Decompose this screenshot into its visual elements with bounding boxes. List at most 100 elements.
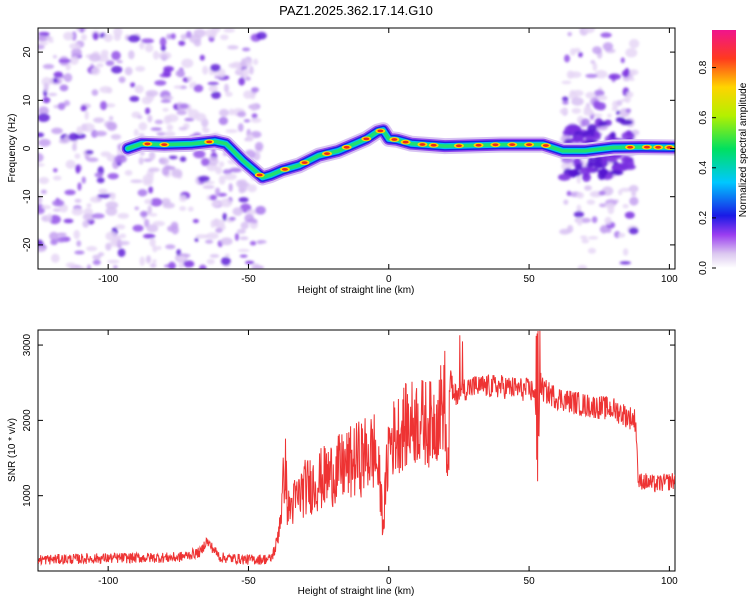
noise-blob — [251, 263, 261, 269]
ridge-hotspot-core — [206, 140, 213, 144]
noise-blob — [139, 41, 145, 50]
noise-blob — [47, 213, 52, 223]
noise-blob — [105, 231, 118, 241]
noise-blob — [65, 262, 76, 268]
noise-blob — [212, 219, 225, 228]
noise-blob — [74, 198, 82, 203]
noise-blob — [592, 62, 598, 72]
noise-blob — [585, 91, 596, 99]
noise-blob — [130, 179, 143, 183]
spectrogram-ytick-label: -10 — [22, 189, 33, 204]
snr-ytick-label: 2000 — [22, 409, 33, 432]
noise-blob — [242, 47, 251, 52]
noise-blob — [250, 117, 262, 123]
noise-blob — [245, 76, 251, 81]
noise-blob — [192, 218, 199, 224]
noise-blob — [110, 193, 116, 201]
noise-blob — [179, 206, 187, 211]
noise-blob — [238, 179, 247, 185]
noise-blob — [161, 95, 174, 100]
noise-blob — [117, 240, 130, 246]
noise-blob — [110, 134, 122, 140]
noise-blob — [119, 233, 127, 239]
noise-blob — [587, 236, 599, 240]
noise-blob — [251, 219, 258, 224]
ridge-hotspot-core — [301, 161, 308, 165]
noise-blob — [145, 43, 154, 53]
noise-blob — [86, 157, 99, 163]
noise-blob — [146, 255, 152, 264]
noise-blob — [220, 198, 233, 208]
noise-blob — [164, 131, 176, 138]
noise-blob — [166, 33, 172, 40]
noise-blob — [38, 113, 50, 123]
noise-blob — [232, 207, 243, 216]
noise-blob — [52, 168, 58, 173]
noise-blob — [201, 157, 210, 167]
ridge-hotspot-core — [161, 143, 168, 147]
noise-blob — [251, 113, 258, 119]
noise-blob — [84, 110, 89, 120]
noise-blob — [224, 253, 230, 258]
noise-blob — [38, 246, 47, 253]
noise-blob — [148, 151, 156, 161]
noise-blob — [240, 221, 249, 230]
noise-blob — [585, 167, 596, 173]
noise-blob — [571, 89, 584, 97]
noise-blob — [626, 91, 634, 98]
noise-blob — [147, 205, 152, 215]
noise-blob — [247, 184, 257, 193]
noise-blob — [219, 161, 225, 168]
noise-blob — [175, 69, 185, 77]
noise-blob — [170, 33, 176, 40]
noise-blob — [63, 100, 71, 107]
noise-blob — [43, 82, 49, 92]
noise-blob — [581, 118, 590, 127]
noise-blob — [53, 175, 62, 181]
noise-blob — [585, 73, 598, 78]
noise-blob — [178, 126, 188, 131]
noise-blob — [100, 151, 112, 157]
noise-blob — [241, 68, 249, 78]
noise-blob — [583, 130, 595, 138]
snr-series-line — [38, 330, 675, 567]
ridge-hotspot-core — [144, 142, 151, 146]
noise-blob — [209, 254, 220, 258]
noise-blob — [575, 134, 584, 140]
noise-blob — [559, 108, 568, 115]
noise-blob — [194, 237, 199, 242]
noise-blob — [112, 265, 118, 269]
noise-blob — [238, 183, 248, 193]
noise-blob — [591, 216, 598, 224]
noise-blob — [111, 50, 121, 61]
noise-blob — [176, 249, 182, 256]
noise-blob — [149, 238, 156, 247]
noise-blob — [137, 189, 148, 197]
noise-blob — [573, 211, 585, 218]
noise-blob — [631, 192, 637, 197]
noise-blob — [583, 173, 589, 179]
ridge-hotspot-core — [509, 143, 516, 147]
noise-blob — [127, 34, 141, 43]
spectrogram-xtick-label: 0 — [386, 274, 392, 285]
noise-blob — [142, 174, 154, 184]
noise-blob — [148, 213, 158, 217]
noise-blob — [228, 183, 233, 192]
noise-blob — [227, 45, 239, 50]
noise-blob — [93, 117, 105, 123]
noise-blob — [72, 143, 77, 152]
noise-blob — [202, 185, 215, 189]
noise-blob — [105, 201, 119, 210]
noise-blob — [237, 248, 250, 253]
noise-blob — [594, 70, 608, 79]
noise-blob — [81, 123, 95, 132]
noise-blob — [621, 155, 631, 164]
noise-blob — [47, 92, 58, 97]
spectrogram-xtick-label: 100 — [661, 274, 678, 285]
noise-blob — [625, 108, 632, 114]
noise-blob — [251, 87, 260, 93]
snr-axes: -100 -50 0 50 100 1000 2000 3000 — [22, 330, 678, 587]
noise-blob — [580, 235, 588, 240]
noise-blob — [256, 240, 267, 244]
noise-blob — [58, 138, 70, 144]
